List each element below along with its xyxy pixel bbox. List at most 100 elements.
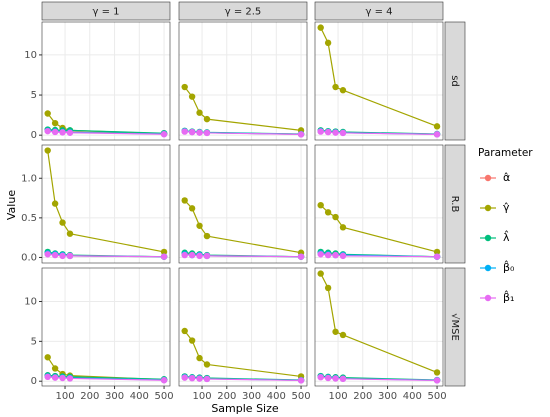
- y-tick-label: 0.5: [21, 213, 37, 224]
- x-tick-label: 200: [217, 391, 236, 402]
- data-point: [317, 251, 324, 258]
- data-point: [59, 374, 66, 382]
- data-point: [324, 374, 332, 382]
- column-strip-label: γ = 1: [92, 7, 119, 18]
- data-point: [59, 219, 66, 226]
- data-point: [297, 377, 305, 384]
- data-point: [324, 39, 332, 47]
- x-tick-label: 100: [192, 391, 211, 402]
- row-strip-label: sd: [449, 75, 460, 87]
- data-point: [317, 270, 324, 277]
- panel-border: [314, 144, 444, 264]
- data-point: [188, 93, 196, 100]
- x-tick-label: 100: [55, 391, 74, 402]
- panel-background: [179, 145, 307, 263]
- panel-border: [41, 21, 171, 141]
- row-strip: [444, 144, 466, 264]
- data-point: [181, 374, 188, 381]
- x-tick-label: 400: [403, 391, 422, 402]
- data-point: [160, 248, 168, 256]
- data-point: [188, 128, 196, 136]
- y-tick-label: 0.0: [21, 252, 37, 263]
- data-point: [317, 201, 324, 209]
- data-point: [51, 251, 59, 259]
- y-tick-label: 0: [31, 130, 37, 141]
- data-point: [203, 361, 211, 368]
- data-point: [324, 251, 332, 259]
- legend-key-point: [484, 234, 492, 242]
- panel-background: [42, 145, 170, 263]
- data-point: [160, 253, 168, 260]
- legend-key-point: [484, 204, 492, 212]
- data-point: [44, 251, 51, 258]
- panel-background: [179, 22, 307, 140]
- column-strip: [314, 1, 444, 21]
- row-strip-label: R.B: [449, 196, 460, 213]
- panel-background: [42, 268, 170, 386]
- legend-label: β̂₁: [503, 290, 514, 304]
- data-point: [181, 83, 188, 91]
- data-point: [196, 375, 203, 382]
- data-point: [317, 128, 324, 135]
- legend-label: λ̂: [503, 230, 510, 244]
- data-point: [160, 377, 168, 384]
- data-point: [188, 251, 196, 259]
- y-tick-label: 1.0: [21, 173, 37, 184]
- data-point: [324, 209, 332, 216]
- data-point: [181, 327, 188, 335]
- data-point: [51, 374, 59, 381]
- y-tick-label: 0: [31, 376, 37, 387]
- data-point: [297, 253, 305, 260]
- data-point: [160, 131, 168, 138]
- panel-border: [178, 267, 308, 387]
- x-tick-label: 200: [80, 391, 99, 402]
- x-tick-label: 200: [353, 391, 372, 402]
- x-tick-label: 400: [130, 391, 149, 402]
- data-point: [44, 373, 51, 381]
- legend-key-point: [484, 174, 492, 182]
- data-point: [51, 128, 59, 136]
- panel-border: [178, 144, 308, 264]
- panel-border: [41, 267, 171, 387]
- data-point: [332, 83, 339, 91]
- x-tick-label: 500: [292, 391, 311, 402]
- row-strip: [444, 267, 466, 387]
- x-tick-label: 500: [428, 391, 447, 402]
- data-point: [59, 129, 66, 136]
- data-point: [203, 232, 211, 240]
- data-point: [196, 129, 203, 136]
- data-point: [59, 252, 66, 260]
- data-point: [317, 374, 324, 381]
- legend-label: α̂: [503, 171, 510, 184]
- data-point: [51, 200, 59, 207]
- data-point: [339, 129, 347, 137]
- legend-label: β̂₀: [503, 260, 515, 274]
- data-point: [51, 365, 59, 372]
- data-point: [433, 123, 441, 130]
- data-point: [433, 248, 441, 256]
- data-point: [188, 374, 196, 382]
- legend-key-point: [484, 264, 492, 272]
- row-strip: [444, 21, 466, 141]
- panel-background: [179, 268, 307, 386]
- data-point: [339, 331, 347, 339]
- y-tick-label: 10: [24, 296, 37, 307]
- data-point: [433, 377, 441, 384]
- x-tick-label: 300: [378, 391, 397, 402]
- data-point: [188, 205, 196, 212]
- data-point: [339, 224, 347, 231]
- data-point: [324, 128, 332, 136]
- x-tick-label: 100: [328, 391, 347, 402]
- x-axis-title: Sample Size: [211, 402, 279, 415]
- x-tick-label: 300: [242, 391, 261, 402]
- column-strip: [178, 1, 308, 21]
- data-point: [433, 369, 441, 376]
- data-point: [433, 253, 441, 260]
- data-point: [203, 129, 211, 137]
- data-point: [324, 284, 332, 292]
- data-point: [181, 251, 188, 259]
- data-point: [196, 354, 203, 362]
- x-tick-label: 300: [105, 391, 124, 402]
- data-point: [433, 131, 441, 138]
- panel-border: [314, 267, 444, 387]
